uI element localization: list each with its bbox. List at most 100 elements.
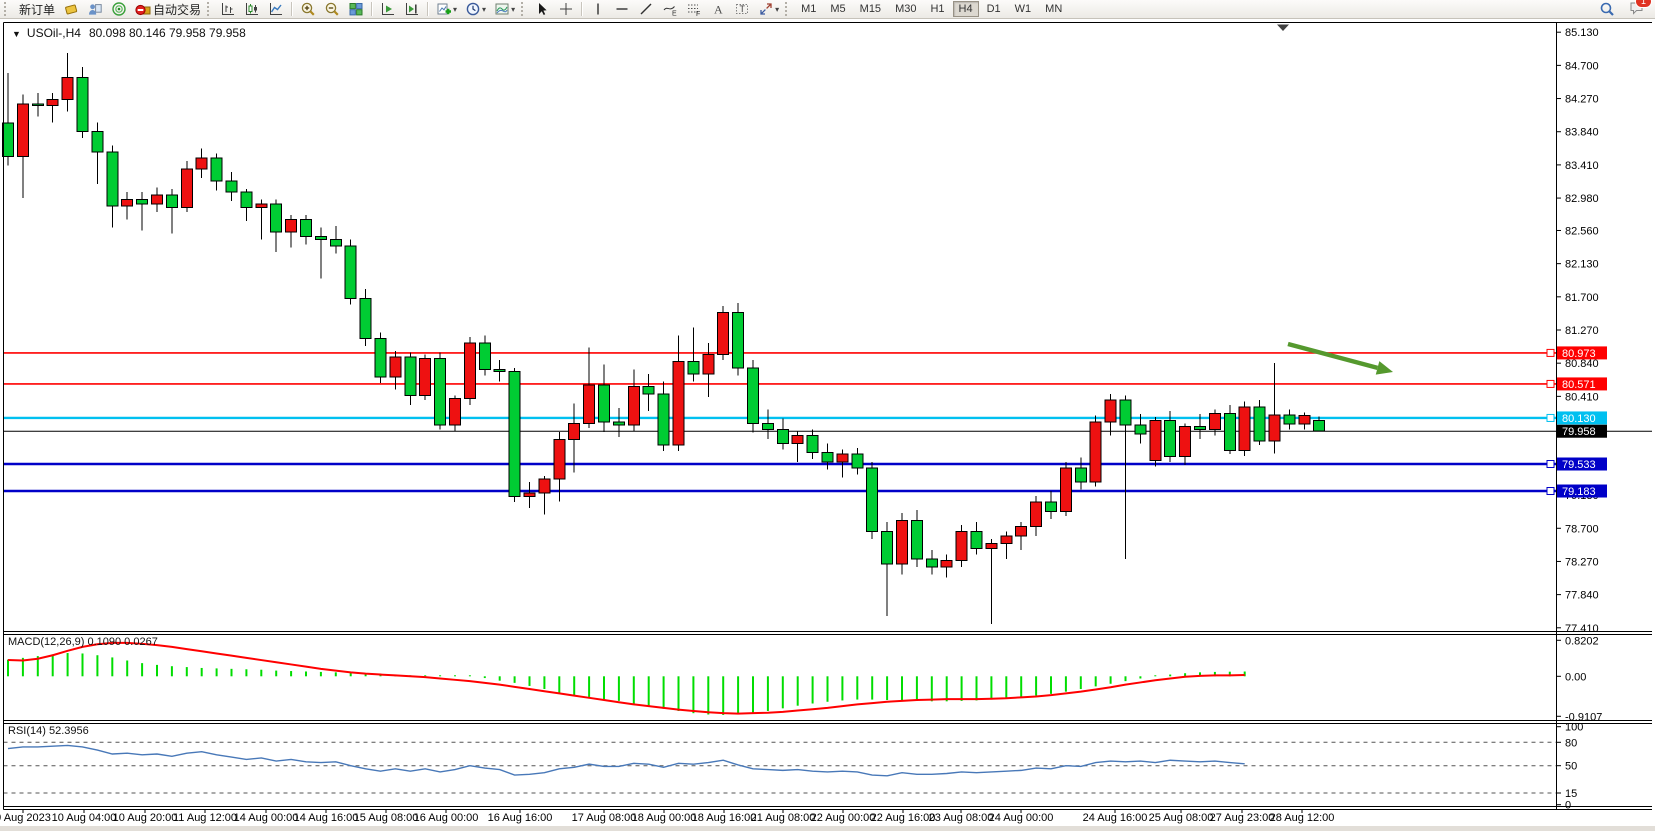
market-watch-icon[interactable] [83,0,107,19]
toolbar-grip[interactable] [207,2,212,16]
equidistant-channel-icon[interactable]: E [658,0,682,19]
svg-text:16 Aug 00:00: 16 Aug 00:00 [414,812,479,824]
profiles-icon [63,1,79,17]
svg-text:15: 15 [1565,788,1577,800]
timeframe-d1-button[interactable]: D1 [986,3,1001,15]
vertical-line-icon[interactable] [586,0,610,19]
tile-windows-icon [348,1,364,17]
profiles-icon[interactable] [59,0,83,19]
search-icon[interactable] [1595,0,1619,19]
dropdown-caret-icon[interactable]: ▾ [775,4,780,14]
timeframe-m5-button[interactable]: M5 [830,3,846,15]
new-order-label: 新订单 [19,2,56,17]
svg-text:80.571: 80.571 [1562,379,1596,391]
main-toolbar: 新订单 自动交易 ▾ ▾ ▾ E F A T ▾ M1 M5 M15 M30 H1 H4 D1 W1 MN 1 [0,0,1655,19]
autotrade-label: 自动交易 [153,2,202,17]
toolbar-grip[interactable] [4,2,9,16]
chart-shift-icon [404,1,420,17]
bar-chart-icon[interactable] [216,0,240,19]
trend-arrow-annotation[interactable] [1287,341,1393,375]
new-order-button[interactable]: 新订单 [13,0,59,19]
sound-icon[interactable] [107,0,131,19]
timeframe-h4-button[interactable]: H4 [952,1,979,17]
svg-text:81.270: 81.270 [1565,325,1599,337]
dropdown-caret-icon[interactable]: ▾ [453,4,458,14]
tile-windows-icon[interactable] [344,0,368,19]
vertical-line-icon [590,1,606,17]
timeframe-w1-button[interactable]: W1 [1014,3,1032,15]
timeframe-m15-button[interactable]: M15 [859,3,882,15]
svg-text:0.00: 0.00 [1565,671,1586,683]
crosshair-icon[interactable] [554,0,578,19]
price-axis[interactable]: 85.130 84.700 84.270 83.840 83.410 82.980 82.5… [1556,27,1607,812]
toolbar-grip[interactable] [785,2,790,16]
autotrade-button[interactable]: 自动交易 [131,0,205,19]
text-label-icon[interactable]: T [730,0,754,19]
svg-text:28 Aug 12:00: 28 Aug 12:00 [1270,812,1335,824]
timeframe-mn-button[interactable]: MN [1045,3,1063,15]
horizontal-line-icon[interactable] [610,0,634,19]
svg-text:85.130: 85.130 [1565,27,1599,39]
svg-text:16 Aug 16:00: 16 Aug 16:00 [488,812,553,824]
template-icon[interactable]: ▾ [490,0,519,19]
svg-text:82.130: 82.130 [1565,259,1599,271]
period-icon [465,1,481,17]
candlestick-chart-icon[interactable] [240,0,264,19]
svg-text:18 Aug 16:00: 18 Aug 16:00 [692,812,757,824]
chart-shift-marker-icon[interactable] [1277,24,1289,32]
trendline-icon[interactable] [634,0,658,19]
period-icon[interactable]: ▾ [461,0,490,19]
svg-text:84.700: 84.700 [1565,60,1599,72]
zoom-in-icon[interactable] [296,0,320,19]
zoom-in-icon [300,1,316,17]
toolbar-grip[interactable] [521,2,526,16]
svg-text:78.700: 78.700 [1565,523,1599,535]
cursor-icon[interactable] [530,0,554,19]
svg-text:14 Aug 16:00: 14 Aug 16:00 [294,812,359,824]
line-chart-icon [268,1,284,17]
bar-chart-icon [220,1,236,17]
svg-text:77.410: 77.410 [1565,623,1599,635]
svg-text:24 Aug 16:00: 24 Aug 16:00 [1083,812,1148,824]
svg-text:80: 80 [1565,737,1577,749]
market-watch-icon [87,1,103,17]
timeframe-m30-button[interactable]: M30 [895,3,917,15]
notifications-button[interactable]: 1 [1629,0,1652,20]
svg-text:F: F [696,11,700,17]
text-icon[interactable]: A [706,0,730,19]
zoom-out-icon[interactable] [320,0,344,19]
new-chart-icon[interactable]: ▾ [432,0,461,19]
svg-text:50: 50 [1565,761,1577,773]
svg-text:79.183: 79.183 [1562,486,1596,498]
timeframe-h1-button[interactable]: H1 [930,3,945,15]
arrows-icon[interactable]: ▾ [754,0,783,19]
fibonacci-icon[interactable]: F [682,0,706,19]
svg-text:21 Aug 08:00: 21 Aug 08:00 [751,812,816,824]
svg-text:81.700: 81.700 [1565,292,1599,304]
svg-text:78.270: 78.270 [1565,556,1599,568]
dropdown-caret-icon[interactable]: ▾ [482,4,487,14]
chart-shift-icon[interactable] [400,0,424,19]
timeframe-m1-button[interactable]: M1 [801,3,817,15]
svg-text:11 Aug 12:00: 11 Aug 12:00 [173,812,237,824]
auto-scroll-icon[interactable] [376,0,400,19]
svg-text:24 Aug 00:00: 24 Aug 00:00 [989,812,1054,824]
svg-text:-0.9107: -0.9107 [1565,711,1602,723]
svg-text:17 Aug 08:00: 17 Aug 08:00 [572,812,637,824]
svg-text:80.840: 80.840 [1565,358,1599,370]
line-chart-icon[interactable] [264,0,288,19]
autotrade-icon [135,1,151,17]
chart-menu-triangle-icon[interactable]: ▼ [12,29,21,39]
svg-text:E: E [672,11,677,18]
zoom-out-icon [324,1,340,17]
horizontal-line-icon [614,1,630,17]
crosshair-icon [558,1,574,17]
price-lines[interactable] [3,348,1653,496]
auto-scroll-icon [380,1,396,17]
arrows-icon [758,1,774,17]
svg-text:77.840: 77.840 [1565,590,1599,602]
dropdown-caret-icon[interactable]: ▾ [511,4,516,14]
